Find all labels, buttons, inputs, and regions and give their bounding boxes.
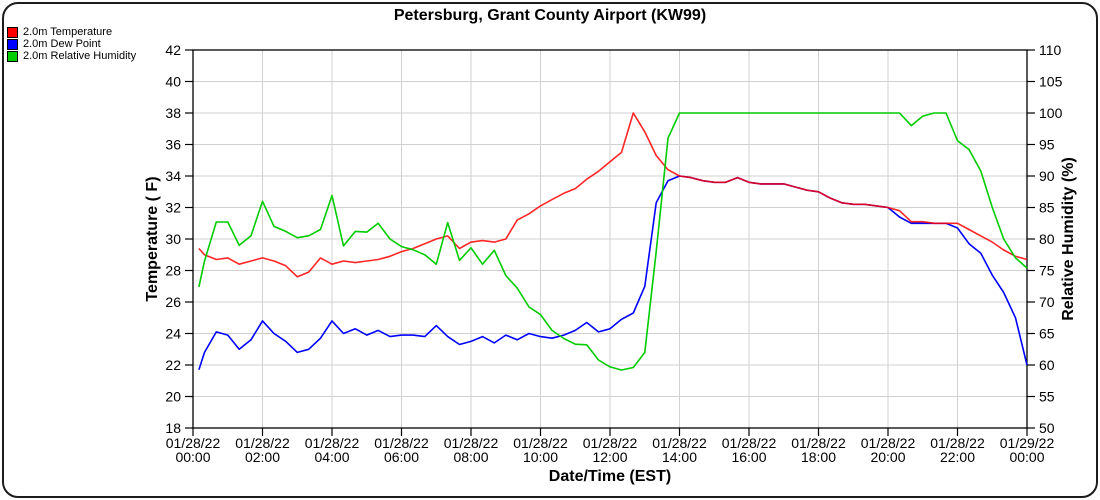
x-tick-time-label: 00:00 [1009,449,1044,465]
legend-label: 2.0m Relative Humidity [23,50,137,62]
right-axis-title: Relative Humidity (%) [1060,157,1077,321]
legend-label: 2.0m Temperature [23,26,113,38]
x-tick-time-label: 10:00 [523,449,558,465]
x-tick-date-label: 01/29/22 [1000,435,1055,451]
x-tick-time-label: 12:00 [592,449,627,465]
plot-grid [193,50,1027,428]
temperature-tick-label: 20 [165,389,181,405]
x-tick-time-label: 06:00 [384,449,419,465]
x-axis-title: Date/Time (EST) [549,468,671,485]
temperature-tick-label: 34 [165,168,181,184]
humidity-tick-label: 95 [1039,137,1055,153]
temperature-tick-label: 30 [165,231,181,247]
temperature-tick-label: 26 [165,294,181,310]
humidity-tick-label: 70 [1039,294,1055,310]
page-title: Petersburg, Grant County Airport (KW99) [393,7,707,24]
humidity-tick-label: 80 [1039,231,1055,247]
x-tick-date-label: 01/28/22 [722,435,777,451]
x-tick-time-label: 20:00 [870,449,905,465]
axis-tick-labels: 42 40 38 36 34 32 30 28 26 24 22 20 18 110 105 100 95 90 8… [165,42,1062,465]
x-tick-date-label: 01/28/22 [444,435,499,451]
humidity-tick-label: 110 [1039,42,1062,58]
temperature-tick-label: 40 [165,74,181,90]
temperature-tick-label: 32 [165,200,181,216]
legend: 2.0m Temperature 2.0m Dew Point 2.0m Rel… [7,27,136,63]
humidity-tick-label: 50 [1039,420,1055,436]
humidity-tick-label: 90 [1039,168,1055,184]
dew-point-swatch-icon [7,39,18,50]
temperature-tick-label: 36 [165,137,181,153]
x-tick-date-label: 01/28/22 [305,435,360,451]
temperature-line [198,112,1028,278]
x-tick-date-label: 01/28/22 [235,435,290,451]
humidity-tick-label: 105 [1039,74,1063,90]
x-tick-time-label: 14:00 [662,449,697,465]
legend-item-relative-humidity: 2.0m Relative Humidity [7,51,136,62]
humidity-tick-label: 65 [1039,326,1055,342]
axis-ticks [185,49,1035,436]
x-tick-date-label: 01/28/22 [583,435,638,451]
x-tick-time-label: 00:00 [175,449,210,465]
x-tick-date-label: 01/28/22 [166,435,221,451]
x-tick-date-label: 01/28/22 [861,435,916,451]
x-tick-time-label: 08:00 [453,449,488,465]
left-axis-title: Temperature ( F) [144,176,161,301]
x-tick-time-label: 18:00 [801,449,836,465]
legend-item-dew-point: 2.0m Dew Point [7,39,136,50]
temperature-tick-label: 24 [165,326,181,342]
x-tick-date-label: 01/28/22 [652,435,707,451]
humidity-tick-label: 75 [1039,263,1055,279]
temperature-swatch-icon [7,27,18,38]
relative-humidity-swatch-icon [7,51,18,62]
temperature-tick-label: 18 [165,420,181,436]
x-tick-time-label: 22:00 [940,449,975,465]
temperature-tick-label: 22 [165,357,181,373]
humidity-tick-label: 55 [1039,389,1055,405]
x-tick-date-label: 01/28/22 [513,435,568,451]
humidity-tick-label: 85 [1039,200,1055,216]
humidity-tick-label: 100 [1039,105,1063,121]
x-tick-date-label: 01/28/22 [791,435,846,451]
dew-point-line [198,175,1028,370]
humidity-tick-label: 60 [1039,357,1055,373]
legend-item-temperature: 2.0m Temperature [7,27,136,38]
x-tick-time-label: 04:00 [314,449,349,465]
x-tick-time-label: 02:00 [245,449,280,465]
x-tick-date-label: 01/28/22 [930,435,985,451]
temperature-tick-label: 28 [165,263,181,279]
temperature-tick-label: 38 [165,105,181,121]
temperature-tick-label: 42 [165,42,181,58]
x-tick-time-label: 16:00 [731,449,766,465]
legend-label: 2.0m Dew Point [23,38,101,50]
x-tick-date-label: 01/28/22 [374,435,429,451]
relative-humidity-line [198,112,1028,371]
